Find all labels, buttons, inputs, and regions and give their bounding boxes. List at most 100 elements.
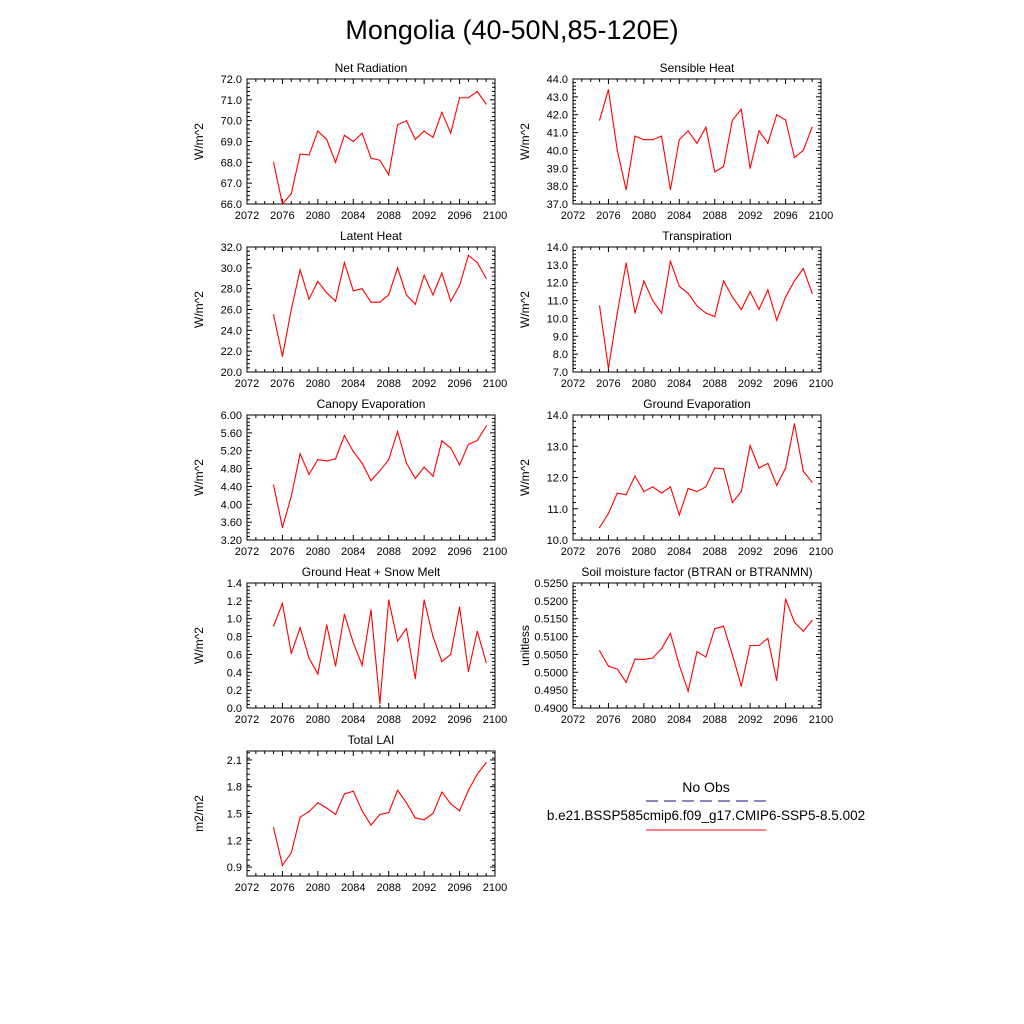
data-point: [414, 477, 416, 479]
x-tick-label: 2100: [809, 210, 833, 222]
data-point: [634, 312, 636, 314]
data-point: [281, 526, 284, 529]
series-line: [273, 599, 487, 704]
data-point: [396, 640, 399, 642]
y-tick-label: 4.40: [221, 481, 242, 493]
data-point: [776, 679, 778, 682]
series-line: [599, 598, 813, 694]
data-point: [423, 819, 425, 821]
data-point: [476, 439, 478, 442]
data-point: [616, 492, 618, 494]
x-tick-label: 2080: [632, 210, 656, 222]
x-tick-label: 2084: [667, 378, 691, 390]
data-point: [405, 462, 408, 464]
data-point: [326, 807, 328, 809]
panel-title: Canopy Evaporation: [317, 397, 426, 411]
data-point: [625, 262, 627, 264]
data-point: [458, 606, 461, 608]
x-tick-label: 2080: [306, 378, 330, 390]
data-point: [643, 139, 645, 141]
data-point: [432, 475, 434, 477]
data-point: [290, 852, 292, 854]
data-point: [687, 130, 689, 132]
data-point: [281, 203, 284, 205]
data-point: [405, 627, 408, 630]
panel: 2072 2076 2080 2084 2088 2092 2096 2100 3.20 3.60…: [192, 397, 507, 558]
y-tick-label: 68.0: [221, 157, 242, 169]
x-tick-label: 2088: [376, 378, 400, 390]
data-point: [361, 288, 363, 290]
data-point: [467, 789, 470, 791]
data-point: [414, 303, 416, 305]
data-point: [776, 484, 778, 486]
y-tick-label: 13.0: [547, 441, 568, 453]
data-point: [652, 139, 654, 141]
data-point: [317, 130, 319, 132]
x-tick-label: 2080: [632, 714, 656, 726]
legend-model-label: b.e21.BSSP585cmip6.f09_g17.CMIP6-SSP5-8.…: [547, 808, 865, 823]
data-point: [669, 632, 672, 634]
data-point: [740, 490, 742, 493]
data-point: [299, 153, 301, 155]
y-tick-label: 0.2: [227, 685, 242, 697]
data-point: [660, 648, 663, 650]
y-tick-label: 70.0: [221, 116, 242, 128]
panel-title: Total LAI: [348, 733, 395, 747]
data-point: [802, 470, 804, 472]
x-tick-label: 2092: [412, 882, 436, 894]
y-axis-label: W/m^2: [518, 291, 532, 328]
data-point: [379, 159, 381, 161]
data-point: [607, 512, 610, 515]
data-point: [722, 625, 725, 627]
series-line: [599, 259, 813, 369]
data-point: [811, 292, 813, 295]
y-tick-label: 1.5: [227, 809, 242, 821]
y-tick-label: 24.0: [221, 325, 242, 337]
x-tick-label: 2092: [412, 210, 436, 222]
data-point: [458, 810, 461, 812]
x-tick-label: 2072: [561, 714, 585, 726]
data-point: [405, 120, 408, 122]
data-point: [802, 267, 804, 270]
data-point: [634, 658, 636, 660]
data-point: [731, 296, 734, 298]
x-tick-label: 2100: [809, 378, 833, 390]
x-tick-label: 2076: [270, 714, 294, 726]
data-point: [678, 139, 680, 141]
data-point: [784, 598, 787, 600]
data-point: [299, 627, 301, 629]
data-point: [784, 467, 787, 469]
y-tick-label: 13.0: [547, 260, 568, 272]
data-point: [308, 298, 310, 300]
data-point: [423, 274, 425, 276]
data-point: [793, 156, 796, 159]
data-point: [687, 292, 689, 295]
data-point: [731, 654, 734, 656]
data-point: [326, 460, 328, 462]
data-point: [441, 791, 443, 793]
y-tick-label: 12.0: [547, 473, 568, 485]
y-tick-label: 0.6: [227, 649, 242, 661]
data-point: [811, 126, 813, 128]
data-point: [776, 319, 778, 321]
x-tick-label: 2080: [306, 546, 330, 558]
x-tick-label: 2072: [561, 210, 585, 222]
data-point: [370, 301, 372, 303]
data-point: [731, 119, 734, 121]
data-point: [598, 119, 601, 121]
y-tick-label: 11.0: [547, 296, 568, 308]
panel: 2072 2076 2080 2084 2088 2092 2096 2100 7.0 8.0 9.…: [518, 229, 833, 390]
y-axis-label: W/m^2: [192, 123, 206, 160]
y-tick-label: 1.2: [227, 596, 242, 608]
data-point: [450, 132, 452, 134]
data-point: [388, 812, 390, 814]
plot-frame: [572, 78, 822, 205]
data-point: [616, 668, 618, 670]
data-point: [652, 657, 654, 659]
x-tick-label: 2076: [270, 882, 294, 894]
data-point: [643, 280, 645, 282]
x-tick-label: 2092: [412, 546, 436, 558]
plot-frame: [572, 246, 822, 373]
data-point: [625, 494, 627, 496]
data-point: [361, 810, 363, 812]
